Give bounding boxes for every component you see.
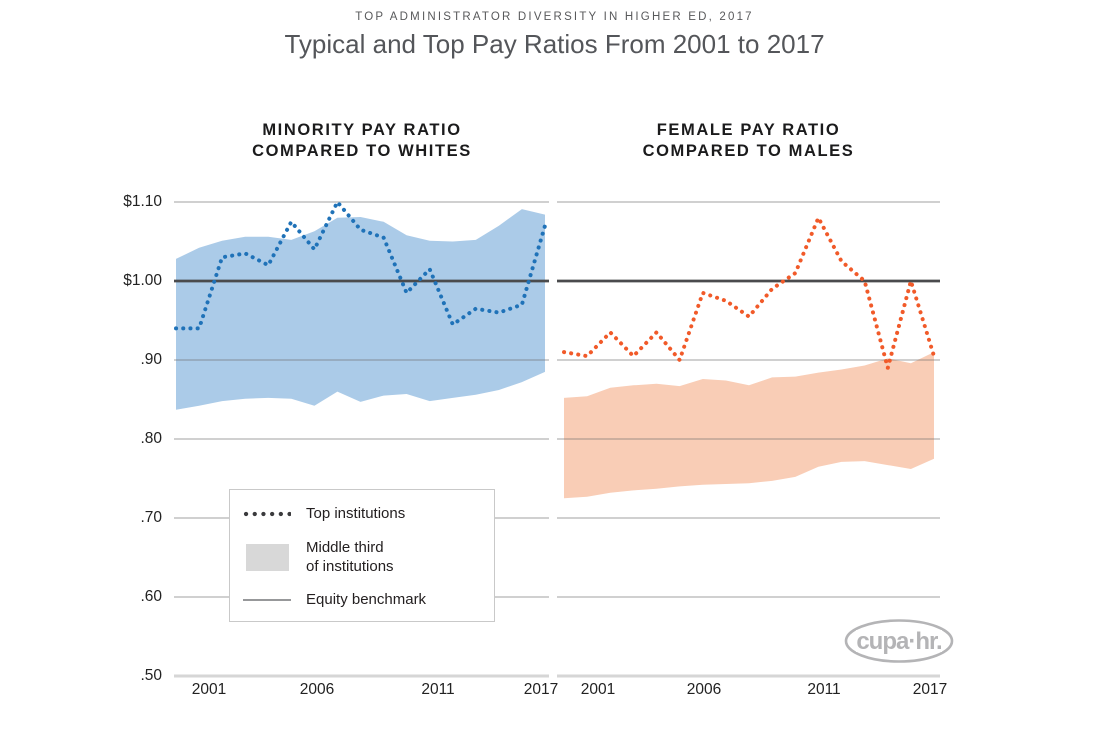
female-panel-title-line1: FEMALE PAY RATIO [656,121,841,139]
female-x-tick-label: 2017 [912,681,948,698]
legend-label-equity-benchmark: Equity benchmark [306,591,427,608]
y-axis-label: $1.10 [123,193,162,210]
legend-item-equity-benchmark: Equity benchmark [243,590,426,609]
minority-middle-third-band [176,209,545,410]
legend-label-top-institutions: Top institutions [306,505,406,522]
band-swatch [245,543,289,571]
dotted-line-swatch-graphic [243,511,291,516]
benchmark-line-swatch [243,598,291,601]
female-x-tick-label: 2001 [580,681,616,698]
minority-x-tick-label: 2001 [191,681,227,698]
y-axis-label: .90 [140,351,162,368]
y-axis-label: .80 [140,430,162,447]
legend: Top institutions Middle third of institu… [229,489,495,622]
female-panel-title: FEMALE PAY RATIO COMPARED TO MALES [557,120,940,162]
legend-label-middle-third: Middle third of institutions [306,538,394,576]
legend-item-middle-third: Middle third of institutions [243,538,394,576]
legend-label-middle-third-line2: of institutions [306,558,394,575]
minority-x-tick-label: 2017 [523,681,559,698]
report-kicker: TOP ADMINISTRATOR DIVERSITY IN HIGHER ED… [355,11,754,23]
minority-panel-title-line1: MINORITY PAY RATIO [262,121,462,139]
y-axis-label: .50 [140,667,162,684]
minority-panel-title: MINORITY PAY RATIO COMPARED TO WHITES [174,120,550,162]
minority-panel-title-line2: COMPARED TO WHITES [252,142,472,160]
minority-x-tick-label: 2011 [421,681,455,698]
cupa-hr-logo: cupa·hr. [844,619,954,663]
logo-wordmark: cupa·hr. [856,628,942,655]
female-top-institutions-line [562,215,936,370]
logo-text-backdrop [856,630,942,652]
female-panel-title-line2: COMPARED TO MALES [642,142,855,160]
page-title: Typical and Top Pay Ratios From 2001 to … [284,29,825,59]
y-axis-label: .60 [140,588,162,605]
female-middle-third-band [564,352,934,499]
minority-x-tick-label: 2006 [299,681,335,698]
female-x-tick-label: 2011 [807,681,841,698]
female-x-tick-label: 2006 [686,681,722,698]
legend-item-top-institutions: Top institutions [243,504,405,523]
logo-ellipse [844,619,954,663]
dotted-line-swatch [243,510,291,518]
y-axis-label: $1.00 [123,272,162,289]
y-axis-label: .70 [140,509,162,526]
minority-top-institutions-line [174,200,547,331]
legend-label-middle-third-line1: Middle third [306,539,384,556]
